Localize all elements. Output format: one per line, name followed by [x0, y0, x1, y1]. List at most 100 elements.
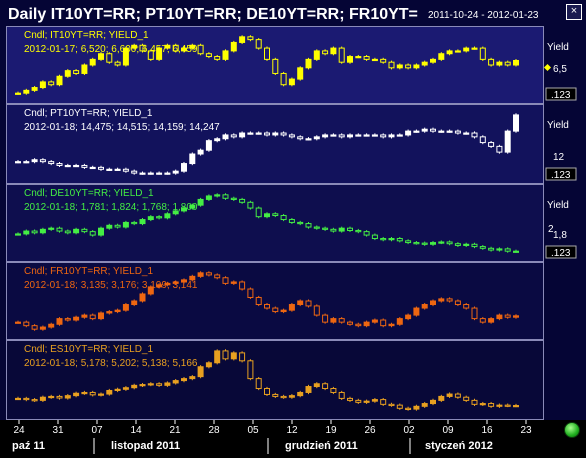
- candle-body: [371, 58, 378, 62]
- candle-body: [106, 168, 113, 171]
- candle-body: [380, 399, 387, 405]
- candle-body: [297, 391, 304, 397]
- candle-body: [396, 404, 403, 409]
- candle-body: [297, 221, 304, 225]
- candle-body: [504, 314, 511, 318]
- x-tick-label: 24: [13, 425, 25, 436]
- candle-body: [114, 168, 121, 171]
- last-value-marker: [543, 63, 552, 72]
- candle-body: [430, 128, 436, 132]
- candle-body: [454, 300, 461, 306]
- candle-body: [496, 248, 503, 251]
- candle-body: [513, 405, 519, 408]
- candle-body: [48, 323, 55, 328]
- candle-body: [214, 56, 221, 60]
- candle-body: [305, 223, 312, 228]
- candle-body: [172, 44, 179, 52]
- candle-body: [255, 296, 262, 306]
- candle-body: [488, 403, 495, 407]
- candle-body: [139, 44, 146, 52]
- candle-body: [355, 323, 362, 327]
- candle-body: [48, 81, 55, 86]
- candle-body: [330, 318, 337, 323]
- candle-body: [247, 36, 254, 41]
- candle-body: [147, 216, 154, 221]
- candle-body: [380, 58, 387, 63]
- candle-body: [39, 228, 46, 234]
- candle-body: [39, 396, 46, 401]
- axis-title: Yield: [547, 120, 569, 131]
- candle-body: [479, 318, 486, 323]
- legend-values: 2012-01-17; 6,520; 6,600; 6,457; 6,459: [24, 44, 198, 55]
- candle-body: [446, 50, 453, 55]
- candle-body: [388, 134, 395, 138]
- candle-body: [330, 228, 337, 232]
- candle-body: [430, 58, 436, 63]
- candle-body: [122, 47, 129, 66]
- candle-body: [89, 314, 96, 320]
- panel-5: [6, 340, 544, 420]
- candle-body: [89, 166, 96, 170]
- axis-tick-label: 1,8: [553, 230, 567, 241]
- candle-body: [156, 284, 163, 288]
- candle-body: [181, 207, 187, 212]
- candle-body: [288, 78, 295, 86]
- candle-body: [479, 246, 486, 249]
- candle-body: [513, 315, 519, 318]
- candles-2: [15, 113, 519, 175]
- candle-body: [297, 67, 304, 80]
- candle-body: [438, 53, 445, 60]
- axis-tick-label: 6,5: [553, 64, 567, 75]
- candle-body: [205, 140, 212, 151]
- legend-values: 2012-01-18; 1,781; 1,824; 1,768; 1,800: [24, 202, 198, 213]
- candle-body: [15, 92, 21, 95]
- candle-body: [272, 307, 279, 313]
- candle-body: [338, 227, 345, 232]
- panel-border: [6, 184, 544, 262]
- candle-body: [89, 58, 96, 66]
- candle-body: [156, 172, 163, 175]
- candle-body: [15, 161, 21, 164]
- candle-body: [322, 134, 329, 138]
- panel-background: [6, 340, 544, 420]
- candle-body: [488, 247, 495, 251]
- candle-body: [114, 61, 121, 66]
- legend-series: Cndl; FR10YT=RR; YIELD_1: [24, 266, 153, 277]
- candle-body: [56, 227, 63, 232]
- candle-body: [272, 213, 279, 217]
- candle-body: [181, 163, 187, 172]
- candle-body: [205, 53, 212, 58]
- x-axis: [18, 420, 527, 454]
- x-tick-label: 12: [286, 425, 298, 436]
- x-tick-label: 07: [91, 425, 103, 436]
- panel-2: [6, 104, 577, 184]
- candle-body: [488, 58, 495, 66]
- legend-values: 2012-01-18; 5,178; 5,202; 5,138; 5,166: [24, 358, 198, 369]
- candle-body: [313, 50, 320, 60]
- candle-body: [73, 70, 80, 74]
- candle-body: [106, 53, 113, 63]
- candle-body: [280, 72, 287, 86]
- legend-series: Cndl; IT10YT=RR; YIELD_1: [24, 30, 149, 41]
- candle-body: [363, 231, 370, 236]
- candle-body: [371, 234, 378, 240]
- candle-body: [255, 132, 262, 135]
- x-tick-label: 31: [52, 425, 64, 436]
- candle-body: [23, 321, 30, 327]
- candle-body: [98, 227, 104, 236]
- candle-body: [189, 44, 196, 49]
- candle-body: [81, 164, 88, 168]
- candle-body: [496, 61, 503, 66]
- close-button[interactable]: ×: [566, 4, 582, 20]
- candle-body: [463, 304, 470, 309]
- candle-body: [39, 326, 46, 330]
- candle-body: [421, 304, 428, 309]
- candle-body: [139, 384, 146, 387]
- candle-body: [330, 47, 337, 55]
- candle-body: [322, 50, 329, 55]
- x-tick-label: 21: [169, 425, 181, 436]
- candle-body: [197, 198, 204, 206]
- candle-body: [347, 321, 353, 325]
- candle-body: [122, 304, 129, 311]
